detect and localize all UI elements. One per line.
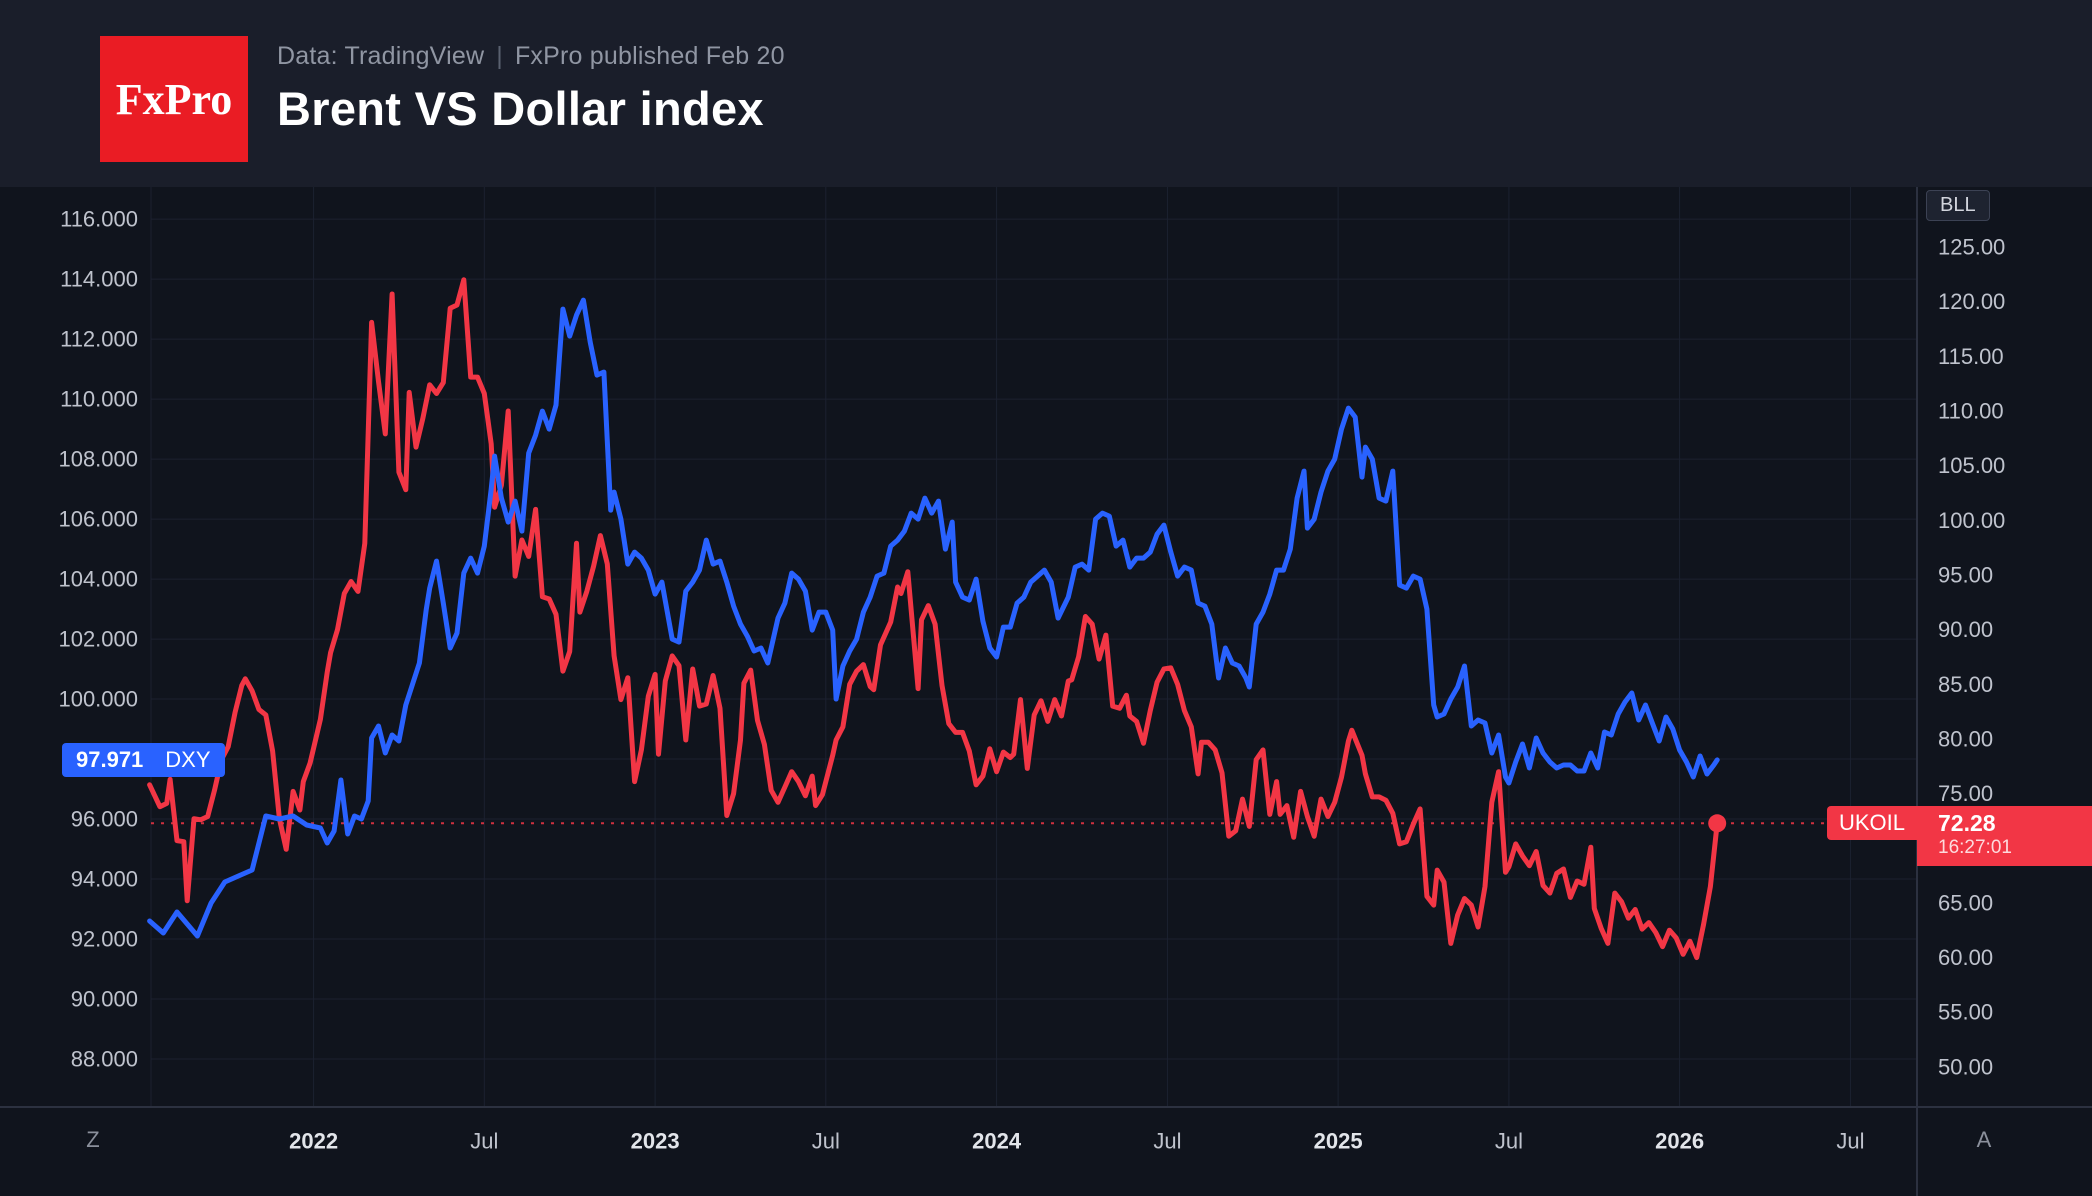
ukoil-current-price-label: 72.28 16:27:01 bbox=[1917, 806, 2092, 867]
left-axis-tick-label: 94.000 bbox=[71, 867, 138, 892]
unit-label: BLL bbox=[1940, 194, 1976, 216]
published-label: FxPro published Feb 20 bbox=[514, 42, 785, 70]
left-axis-tick-label: 116.000 bbox=[60, 207, 138, 232]
left-axis-tick-label: 108.000 bbox=[58, 447, 138, 472]
time-axis-tick-label: 2022 bbox=[289, 1129, 338, 1154]
time-axis-tick-label: 2026 bbox=[1655, 1129, 1704, 1154]
right-axis-tick-label: 100.00 bbox=[1938, 508, 2005, 533]
ukoil-bar-countdown: 16:27:01 bbox=[1938, 837, 2012, 859]
left-axis-tick-label: 106.000 bbox=[58, 507, 138, 532]
data-source-label: Data: TradingView bbox=[277, 42, 485, 70]
ukoil-series-line[interactable] bbox=[147, 277, 1720, 961]
dxy-series-line[interactable] bbox=[147, 297, 1720, 939]
left-axis-tick-label: 100.000 bbox=[58, 687, 138, 712]
time-axis-tick-label: Jul bbox=[470, 1129, 498, 1154]
chart-subtitle: Data: TradingView | FxPro published Feb 20 bbox=[277, 42, 785, 71]
auto-scale-button[interactable]: A bbox=[1976, 1127, 1992, 1152]
right-axis-tick-label: 115.00 bbox=[1938, 344, 2004, 369]
left-axis-tick-label: 112.000 bbox=[60, 327, 138, 352]
right-axis-tick-label: 105.00 bbox=[1938, 453, 2005, 478]
right-axis-tick-label: 120.00 bbox=[1938, 289, 2005, 314]
subtitle-divider: | bbox=[496, 42, 503, 70]
right-axis-tick-label: 80.00 bbox=[1938, 726, 1993, 751]
ukoil-symbol-tag: UKOIL bbox=[1826, 806, 1917, 841]
right-axis-tick-label: 85.00 bbox=[1938, 672, 1993, 697]
timezone-button[interactable]: Z bbox=[86, 1127, 100, 1152]
ukoil-symbol-label: UKOIL bbox=[1838, 810, 1905, 836]
fxpro-logo-text: FxPro bbox=[115, 74, 233, 124]
left-axis-tick-label: 88.000 bbox=[71, 1047, 138, 1072]
fxpro-logo: FxPro bbox=[100, 36, 248, 162]
left-axis-tick-label: 90.000 bbox=[71, 987, 138, 1012]
right-axis-tick-label: 60.00 bbox=[1938, 945, 1993, 970]
right-axis-tick-label: 65.00 bbox=[1938, 890, 1993, 915]
unit-badge-bll[interactable]: BLL bbox=[1926, 190, 1990, 221]
time-axis-tick-label: Jul bbox=[812, 1129, 840, 1154]
ukoil-price-value: 72.28 bbox=[1938, 810, 1996, 837]
dxy-current-price-label: 97.971 DXY bbox=[62, 742, 225, 777]
dxy-price-value: 97.971 bbox=[76, 746, 144, 772]
left-axis-tick-label: 110.000 bbox=[60, 387, 138, 412]
header-text-block: Data: TradingView | FxPro published Feb 20… bbox=[277, 42, 785, 136]
left-axis-tick-label: 96.000 bbox=[71, 807, 138, 832]
right-axis-tick-label: 125.00 bbox=[1938, 235, 2005, 260]
right-axis-tick-label: 50.00 bbox=[1938, 1054, 1993, 1079]
right-axis-tick-label: 95.00 bbox=[1938, 563, 1993, 588]
right-axis-tick-label: 90.00 bbox=[1938, 617, 1993, 642]
right-axis-tick-label: 110.00 bbox=[1938, 399, 2004, 424]
ukoil-last-point-dot bbox=[1708, 814, 1727, 833]
time-axis-tick-label: Jul bbox=[1495, 1129, 1523, 1154]
dxy-symbol-label: DXY bbox=[165, 746, 211, 772]
page-title: Brent VS Dollar index bbox=[277, 82, 764, 135]
time-axis-tick-label: 2024 bbox=[972, 1129, 1022, 1154]
time-axis-tick-label: Jul bbox=[1153, 1129, 1181, 1154]
header-bar: FxPro Data: TradingView | FxPro published … bbox=[0, 0, 2092, 187]
left-axis-tick-label: 104.000 bbox=[58, 567, 138, 592]
right-axis-tick-label: 55.00 bbox=[1938, 1000, 1993, 1025]
right-axis-tick-label: 75.00 bbox=[1938, 781, 1993, 806]
time-axis-tick-label: 2023 bbox=[631, 1129, 680, 1154]
time-axis-tick-label: 2025 bbox=[1314, 1129, 1363, 1154]
left-axis-tick-label: 114.000 bbox=[60, 267, 138, 292]
time-axis-tick-label: Jul bbox=[1836, 1129, 1864, 1154]
left-axis-tick-label: 92.000 bbox=[71, 927, 138, 952]
left-axis-tick-label: 102.000 bbox=[58, 627, 138, 652]
